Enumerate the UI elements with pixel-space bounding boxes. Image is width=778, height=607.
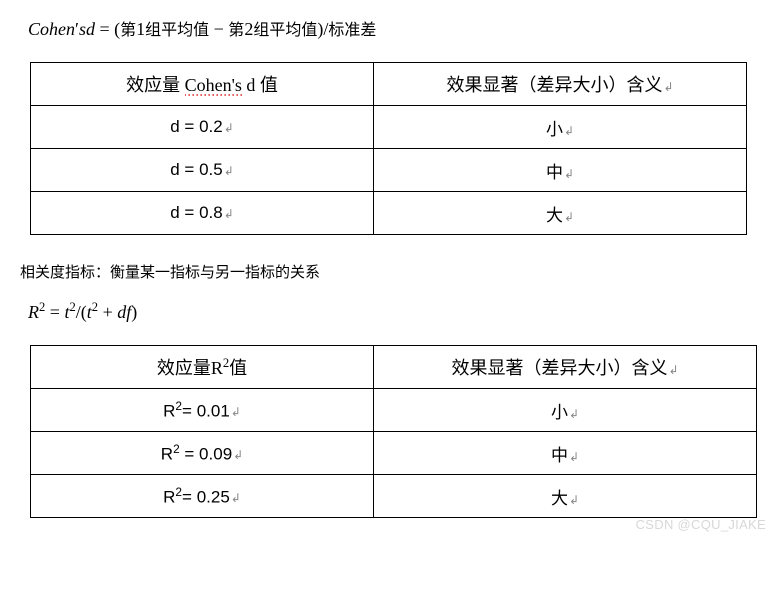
r-squared-formula: R2 = t2/(t2 + df) [28, 300, 758, 323]
f1-sd: sd [79, 19, 95, 39]
t2-hl-pre: 效应量R [157, 358, 223, 378]
correlation-paragraph: 相关度指标：衡量某一指标与另一指标的关系 [20, 261, 758, 282]
table-row: R2= 0.01↲ 小↲ [31, 389, 757, 432]
t2-hr-text: 效果显著（差异大小）含义 [451, 358, 667, 378]
f1-g1num: 1 [136, 19, 145, 39]
cell-text: 大 [546, 206, 563, 225]
t1-r2-d: d = 0.8↲ [31, 192, 374, 235]
return-icon: ↲ [569, 407, 579, 421]
return-icon: ↲ [564, 210, 574, 224]
t1-hl-red: Cohen's [185, 75, 242, 96]
cell-sup: 2 [173, 442, 180, 456]
t1-r0-d: d = 0.2↲ [31, 106, 374, 149]
f1-eq: = [99, 19, 114, 39]
return-icon: ↲ [224, 207, 234, 221]
return-icon: ↲ [569, 450, 579, 464]
t2-r1-m: 中↲ [374, 432, 757, 475]
cell-text: 小 [551, 403, 568, 422]
return-icon: ↲ [564, 124, 574, 138]
cell-text: = 0.09 [180, 444, 232, 463]
cell-text: 小 [546, 120, 563, 139]
t2-r2-m: 大↲ [374, 475, 757, 518]
f1-g1post: 组平均值 [145, 22, 209, 39]
table-row: R2 = 0.09↲ 中↲ [31, 432, 757, 475]
t1-r1-m: 中↲ [374, 149, 747, 192]
r-squared-table: 效应量R2值 效果显著（差异大小）含义↲ R2= 0.01↲ 小↲ R2 = 0… [30, 345, 757, 518]
f1-g1pre: 第 [120, 22, 136, 39]
return-icon: ↲ [569, 493, 579, 507]
return-icon: ↲ [231, 491, 241, 505]
cell-text: d = 0.2 [170, 117, 222, 136]
cell-text: = 0.25 [182, 487, 230, 506]
f1-denom: 标准差 [328, 22, 376, 39]
t2-header-right: 效果显著（差异大小）含义↲ [374, 346, 757, 389]
t1-r2-m: 大↲ [374, 192, 747, 235]
f2-R1: R [28, 302, 39, 322]
t1-hl-post: d 值 [242, 75, 278, 95]
table-row: 效应量R2值 效果显著（差异大小）含义↲ [31, 346, 757, 389]
return-icon: ↲ [224, 164, 234, 178]
t2-header-left: 效应量R2值 [31, 346, 374, 389]
cohens-d-formula: Cohen′sd = (第1组平均值 − 第2组平均值)/标准差 [28, 16, 758, 40]
cell-text: R [161, 444, 173, 463]
t1-hl-pre: 效应量 [126, 75, 185, 95]
t2-r0-m: 小↲ [374, 389, 757, 432]
cohens-d-table: 效应量 Cohen's d 值 效果显著（差异大小）含义↲ d = 0.2↲ 小… [30, 62, 747, 235]
f2-eq: = [45, 302, 64, 322]
t1-r1-d: d = 0.5↲ [31, 149, 374, 192]
f1-g2pre: 第 [228, 22, 244, 39]
return-icon: ↲ [224, 121, 234, 135]
t1-hr-text: 效果显著（差异大小）含义 [446, 75, 662, 95]
return-icon: ↲ [233, 448, 243, 462]
return-icon: ↲ [663, 80, 673, 94]
table-row: 效应量 Cohen's d 值 效果显著（差异大小）含义↲ [31, 63, 747, 106]
cell-text: d = 0.8 [170, 203, 222, 222]
cell-text: 中 [551, 446, 568, 465]
table-row: d = 0.5↲ 中↲ [31, 149, 747, 192]
return-icon: ↲ [668, 363, 678, 377]
f2-close: ) [131, 302, 137, 322]
t2-r0-d: R2= 0.01↲ [31, 389, 374, 432]
t1-header-left: 效应量 Cohen's d 值 [31, 63, 374, 106]
watermark: CSDN @CQU_JIAKE [636, 517, 766, 532]
cell-text: = 0.01 [182, 401, 230, 420]
t2-hl-post: 值 [229, 358, 247, 378]
t2-r2-d: R2= 0.25↲ [31, 475, 374, 518]
table-row: R2= 0.25↲ 大↲ [31, 475, 757, 518]
f1-g2num: 2 [244, 19, 253, 39]
cell-text: 大 [551, 489, 568, 508]
t1-r0-m: 小↲ [374, 106, 747, 149]
table-row: d = 0.8↲ 大↲ [31, 192, 747, 235]
cell-text: 中 [546, 163, 563, 182]
cell-text: d = 0.5 [170, 160, 222, 179]
cell-text: R [163, 487, 175, 506]
f1-cohen: Cohen [28, 19, 75, 39]
f1-g2post: 组平均值 [253, 22, 317, 39]
f2-plus: + [98, 302, 117, 322]
cell-text: R [163, 401, 175, 420]
t2-r1-d: R2 = 0.09↲ [31, 432, 374, 475]
t1-header-right: 效果显著（差异大小）含义↲ [374, 63, 747, 106]
f2-df: df [117, 302, 131, 322]
f1-minus: − [209, 19, 228, 39]
table-row: d = 0.2↲ 小↲ [31, 106, 747, 149]
return-icon: ↲ [564, 167, 574, 181]
return-icon: ↲ [231, 405, 241, 419]
